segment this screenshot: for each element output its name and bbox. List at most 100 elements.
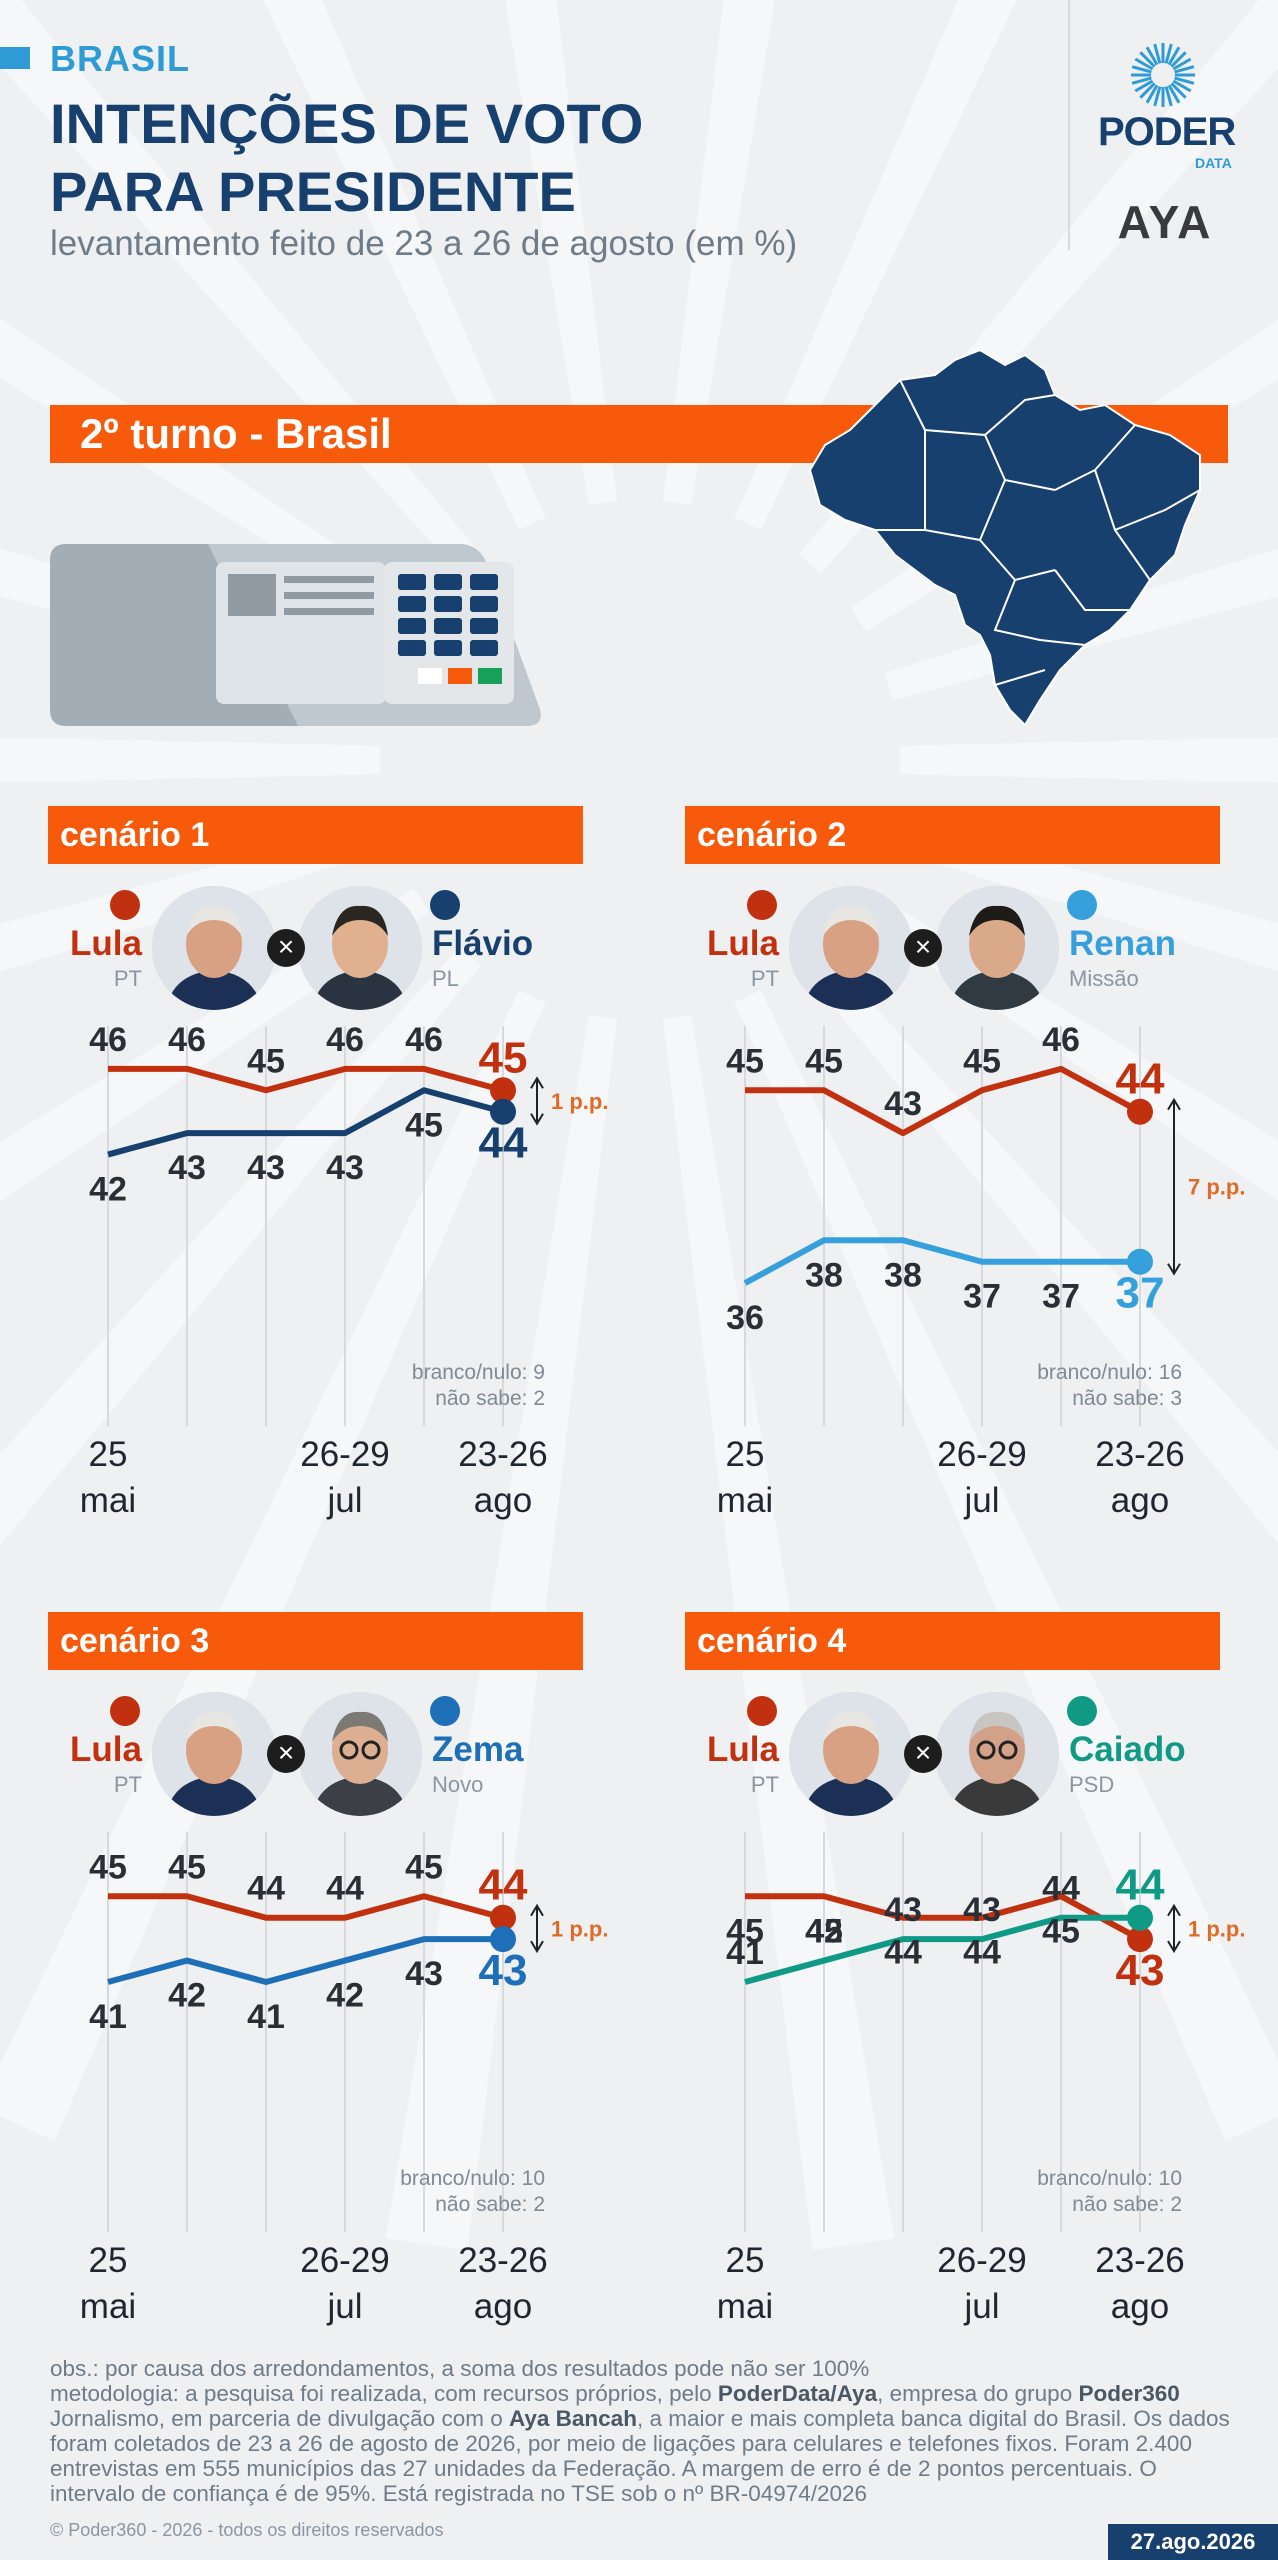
data-label: 42 (168, 1977, 206, 2015)
x-tick-label: 26-29 jul (912, 2238, 1052, 2330)
data-label: 44 (1116, 1055, 1165, 1104)
line-chart: 45 45 44 44 45 44 41 42 41 42 43 43 1 p.p. (89, 1832, 608, 2232)
note-unsure: não sabe: 3 (1072, 1387, 1182, 1410)
data-label: 42 (326, 1977, 364, 2015)
page-title: INTENÇÕES DE VOTO PARA PRESIDENTE (50, 90, 810, 226)
lula-name: Lula (707, 1730, 779, 1769)
x-tick-line2: ago (1110, 2287, 1170, 2326)
kicker: BRASIL (50, 38, 190, 79)
lula-series-line-endpoint (490, 1077, 516, 1104)
data-label: 43 (884, 1085, 922, 1123)
data-label: 43 (247, 1149, 285, 1187)
background-ray (899, 737, 1278, 783)
title-line-2: PARA PRESIDENTE (50, 160, 576, 223)
methodology-text: metodologia: a pesquisa foi realizada, c… (50, 2381, 1230, 2506)
title-line-1: INTENÇÕES DE VOTO (50, 92, 644, 155)
scenario-panel: cenário 2 Lula PT × Renan Missão 45 45 43 45 46 44 3… (685, 806, 1245, 1526)
data-label: 46 (326, 1021, 364, 1059)
background-ray (0, 990, 546, 2142)
data-label: 45 (726, 1912, 764, 1950)
x-tick-line2: ago (473, 1481, 533, 1520)
x-tick-line1: 23-26 (1095, 2241, 1185, 2280)
background-ray (734, 0, 1017, 530)
opponent-series-line-endpoint (490, 1098, 516, 1125)
lula-color-dot (747, 890, 777, 920)
x-tick-label: 23-26 ago (433, 1432, 573, 1524)
voting-machine-icon (50, 544, 541, 726)
x-tick-line1: 26-29 (937, 1435, 1027, 1474)
x-tick-label: 23-26 ago (433, 2238, 573, 2330)
opponent-name: Renan (1069, 924, 1176, 963)
x-tick-line1: 23-26 (458, 2241, 548, 2280)
diff-label: 7 p.p. (1188, 1175, 1245, 1200)
opponent-photo (935, 886, 1059, 1010)
data-label: 42 (89, 1171, 127, 1209)
diff-arrow-head (530, 1940, 544, 1954)
opponent-party: Missão (1069, 966, 1139, 991)
x-tick-line2: jul (964, 2287, 1000, 2326)
opponent-series-line (744, 1914, 1140, 1985)
x-tick-line2: ago (473, 2287, 533, 2326)
data-label: 46 (405, 1021, 443, 1059)
versus-icon: × (904, 1735, 942, 1773)
aya-logo: AYA (1118, 198, 1211, 242)
lula-series-line (745, 1893, 1142, 1942)
data-label: 44 (247, 1870, 285, 1908)
opponent-series-line (107, 1936, 503, 1985)
data-label: 36 (726, 1299, 764, 1337)
x-tick-label: 23-26 ago (1070, 1432, 1210, 1524)
data-label: 45 (405, 1106, 443, 1144)
background-ray (662, 0, 775, 506)
x-tick-line2: mai (716, 2287, 774, 2326)
data-label: 43 (1116, 1946, 1165, 1995)
blank-null-note: branco/nulo: 10 não sabe: 2 (400, 2166, 545, 2218)
x-tick-label: 25 mai (38, 1432, 178, 1524)
versus-icon: × (267, 1735, 305, 1773)
scenario-panel: cenário 4 Lula PT × Caiado PSD 45 45 44 44 45 43 41 4… (685, 1612, 1245, 2332)
scenario-panel: cenário 1 Lula PT × Flávio PL 46 46 45 46 46 45 42 43… (48, 806, 608, 1526)
opponent-series-line-endpoint (1127, 1248, 1153, 1275)
note-blank: branco/nulo: 10 (1037, 2167, 1182, 2190)
poder-logo-subtext: DATA (1195, 155, 1232, 171)
x-tick-line1: 23-26 (1095, 1435, 1185, 1474)
diff-arrow-head (530, 1076, 544, 1089)
diff-arrow-head (1167, 1097, 1181, 1111)
data-label: 44 (1116, 1861, 1165, 1910)
x-tick-label: 26-29 jul (275, 2238, 415, 2330)
publish-date: 27.ago.2026 (1108, 2524, 1278, 2560)
data-label: 46 (168, 1021, 206, 1059)
versus-icon: × (267, 929, 305, 967)
blank-null-note: branco/nulo: 9 não sabe: 2 (412, 1360, 545, 1412)
note-blank: branco/nulo: 10 (400, 2167, 545, 2190)
note-unsure: não sabe: 2 (1072, 2193, 1182, 2216)
x-tick-line2: jul (327, 2287, 363, 2326)
opponent-party: PL (432, 966, 459, 991)
data-label: 45 (168, 1848, 206, 1886)
data-label: 45 (726, 1042, 764, 1080)
obs-text: obs.: por causa dos arredondamentos, a s… (50, 2356, 870, 2381)
kicker-bar (0, 47, 30, 69)
lula-party: PT (750, 1772, 779, 1797)
data-label: 43 (326, 1149, 364, 1187)
opponent-series-line (743, 1237, 1140, 1286)
diff-label: 1 p.p. (551, 1916, 608, 1941)
x-tick-line2: mai (79, 2287, 137, 2326)
note-blank: branco/nulo: 16 (1037, 1361, 1182, 1384)
data-label: 41 (726, 1934, 764, 1972)
x-tick-line1: 25 (725, 1435, 765, 1474)
opponent-color-dot (1067, 1696, 1097, 1726)
brazil-map-icon (808, 348, 1201, 727)
data-label: 37 (1042, 1278, 1080, 1316)
data-label: 43 (884, 1891, 922, 1929)
scenario-title: cenário 4 (685, 1612, 1220, 1670)
data-label: 44 (326, 1870, 364, 1908)
data-label: 43 (168, 1149, 206, 1187)
x-tick-line2: ago (1110, 1481, 1170, 1520)
opponent-party: Novo (432, 1772, 484, 1797)
data-label: 45 (405, 1848, 443, 1886)
data-label: 43 (963, 1891, 1001, 1929)
lula-series-line-endpoint (1127, 1926, 1153, 1953)
scenario-title: cenário 1 (48, 806, 583, 864)
data-label: 41 (247, 1998, 285, 2036)
opponent-series-line-endpoint (490, 1926, 516, 1953)
